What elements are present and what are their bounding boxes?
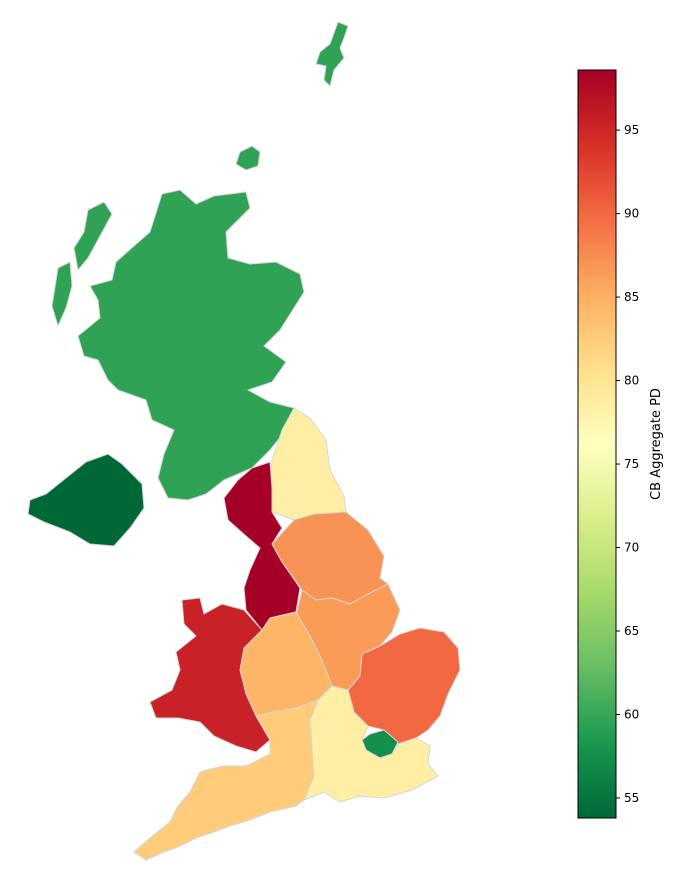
colorbar-gradient [577,69,617,819]
colorbar-tick-label: 55 [624,791,639,805]
region-western-isles [73,201,113,271]
colorbar-tick-label: 75 [624,457,639,471]
region-northern-ireland [27,453,145,547]
region-south-west [133,699,319,861]
region-orkney [235,145,261,171]
region-shetland [315,21,349,87]
colorbar-tick-label: 80 [624,374,639,388]
colorbar-tick-label: 85 [624,290,639,304]
region-outer-hebrides [51,261,73,327]
region-wales [149,597,271,753]
colorbar: 55 60 65 70 75 80 85 90 95 CB Aggregate PD [577,69,664,819]
region-north-west [223,461,301,631]
colorbar-tick-label: 60 [624,707,639,721]
colorbar-label: CB Aggregate PD [649,388,664,500]
colorbar-ticks: 55 60 65 70 75 80 85 90 95 [616,123,639,805]
colorbar-tick-label: 90 [624,207,639,221]
colorbar-tick-label: 95 [624,123,639,137]
region-scotland [77,189,305,501]
uk-map [27,21,461,861]
colorbar-tick-label: 65 [624,624,639,638]
colorbar-tick-label: 70 [624,541,639,555]
